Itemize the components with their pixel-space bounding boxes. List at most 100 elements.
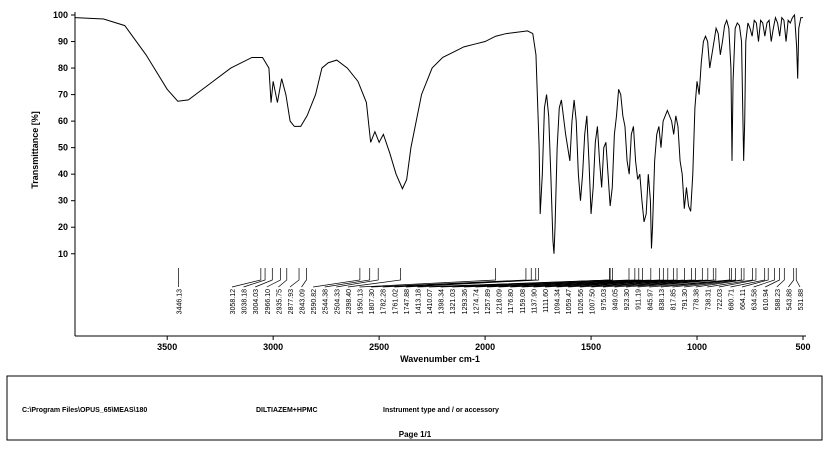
footer-path: C:\Program Files\OPUS_65\MEAS\180 — [22, 407, 147, 414]
x-tick-label: 1000 — [687, 342, 707, 352]
x-tick-label: 500 — [795, 342, 810, 352]
footer-box — [6, 375, 823, 441]
peak-label: 838.13 — [659, 289, 666, 311]
peak-marker — [776, 268, 785, 288]
x-tick-label: 3000 — [263, 342, 283, 352]
peak-label: 2590.82 — [311, 289, 318, 314]
peak-label: 791.30 — [682, 289, 689, 311]
peak-marker — [487, 268, 643, 288]
peak-label: 1321.03 — [450, 289, 457, 314]
peak-marker — [336, 268, 379, 288]
peak-marker — [278, 268, 288, 288]
peak-label: 1950.13 — [358, 289, 365, 314]
peak-label: 1257.89 — [485, 289, 492, 314]
peak-marker — [637, 268, 717, 288]
peak-marker — [741, 268, 769, 288]
y-tick-label: 80 — [58, 63, 68, 73]
peak-marker — [695, 268, 745, 288]
y-tick-label: 50 — [58, 143, 68, 153]
peak-label: 2398.40 — [346, 289, 353, 314]
peak-label: 1111.60 — [543, 289, 550, 313]
peak-label: 1807.30 — [369, 289, 376, 314]
footer-page: Page 1/1 — [399, 430, 432, 439]
peak-label: 610.94 — [763, 289, 770, 311]
peak-label: 531.88 — [798, 289, 805, 311]
peak-marker — [440, 268, 613, 288]
peak-label: 1398.34 — [439, 289, 446, 314]
peak-marker — [672, 268, 736, 288]
peak-label: 1218.09 — [497, 289, 504, 314]
peak-marker — [289, 268, 300, 288]
y-tick-label: 10 — [58, 249, 68, 259]
peak-label: 722.03 — [717, 289, 724, 311]
peak-marker — [324, 268, 371, 288]
peak-label: 1761.02 — [392, 289, 399, 314]
y-axis-label: Transmittance [%] — [30, 111, 40, 189]
spectrum-line — [74, 13, 803, 254]
peak-marker — [660, 268, 732, 288]
peak-label: 1137.90 — [531, 289, 538, 314]
peak-label: 1007.50 — [589, 289, 596, 314]
peak-label: 1410.07 — [427, 289, 434, 314]
peak-label: 1159.08 — [520, 289, 527, 314]
peak-label: 923.30 — [624, 289, 631, 311]
peak-label: 680.71 — [728, 289, 735, 311]
peak-label: 588.23 — [775, 289, 782, 311]
peak-label: 1026.56 — [578, 289, 585, 314]
peak-marker — [243, 268, 266, 288]
peak-label: 1293.36 — [462, 289, 469, 314]
peak-label: 1059.47 — [566, 289, 573, 314]
peak-marker — [602, 268, 703, 288]
peak-marker — [266, 268, 281, 288]
peak-label: 1176.80 — [508, 289, 515, 314]
peak-label: 911.19 — [636, 289, 643, 310]
footer-instrument: Instrument type and / or accessory — [383, 407, 499, 414]
peak-label: 778.38 — [694, 289, 701, 311]
peak-marker — [707, 268, 753, 288]
peak-marker — [556, 268, 678, 288]
x-tick-label: 1500 — [581, 342, 601, 352]
peak-label: 845.97 — [647, 289, 654, 311]
peak-label: 3058.12 — [230, 289, 237, 314]
peak-marker — [591, 268, 696, 288]
peak-label: 543.88 — [786, 289, 793, 311]
y-tick-label: 100 — [53, 10, 68, 20]
peak-label: 2966.10 — [265, 289, 272, 314]
peak-label: 664.11 — [740, 289, 747, 310]
peak-marker — [730, 268, 766, 288]
peak-label: 1094.34 — [555, 289, 562, 314]
peak-marker — [684, 268, 742, 288]
y-tick-label: 30 — [58, 196, 68, 206]
peak-marker — [718, 268, 757, 288]
peak-marker — [753, 268, 775, 288]
peak-label: 817.85 — [670, 289, 677, 311]
peak-marker — [498, 268, 652, 288]
peak-label: 1413.18 — [415, 289, 422, 314]
x-tick-label: 2000 — [475, 342, 495, 352]
peak-marker — [359, 268, 497, 288]
peak-marker — [301, 268, 307, 288]
peak-marker — [231, 268, 262, 288]
peak-marker — [788, 268, 795, 288]
y-tick-label: 20 — [58, 222, 68, 232]
peak-label: 2877.93 — [288, 289, 295, 314]
peak-marker — [405, 268, 539, 288]
peak-label: 2843.09 — [300, 289, 307, 314]
peak-label: 738.31 — [705, 289, 712, 311]
peak-label: 3446.13 — [177, 289, 184, 314]
peak-label: 634.58 — [752, 289, 759, 311]
peak-label: 1274.74 — [473, 289, 480, 314]
peak-label: 1747.88 — [404, 289, 411, 314]
peak-marker — [614, 268, 709, 288]
peak-marker — [347, 268, 402, 288]
peak-label: 2935.75 — [276, 289, 283, 314]
peak-label: 3038.18 — [242, 289, 249, 314]
y-tick-label: 70 — [58, 90, 68, 100]
peak-marker — [313, 268, 361, 288]
peak-label: 2544.38 — [323, 289, 330, 314]
y-tick-label: 40 — [58, 169, 68, 179]
peak-label: 2504.33 — [334, 289, 341, 314]
peak-label: 949.05 — [613, 289, 620, 311]
peak-marker — [795, 268, 801, 288]
